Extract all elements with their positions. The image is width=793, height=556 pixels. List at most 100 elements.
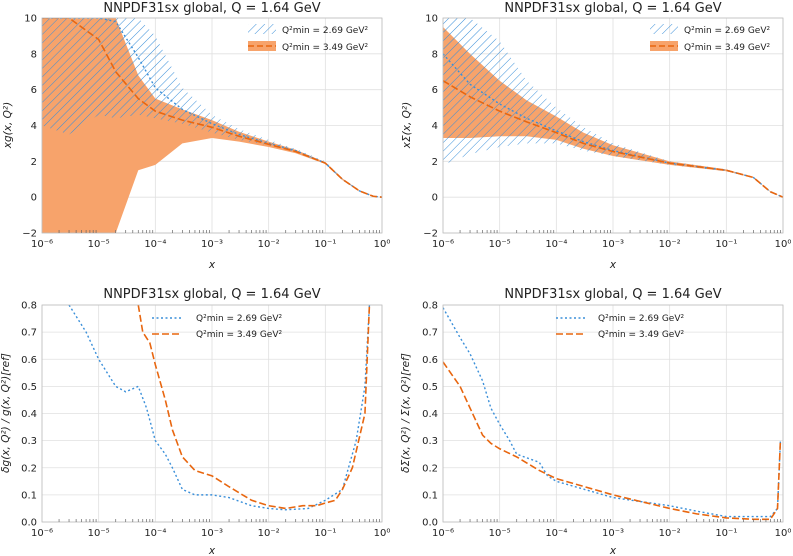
band-set1 bbox=[443, 18, 783, 198]
y-tick-label: 0.7 bbox=[21, 328, 37, 339]
y-tick-label: 0.3 bbox=[21, 436, 37, 447]
x-tick-label: 10⁻⁵ bbox=[489, 528, 511, 539]
x-axis-label: x bbox=[609, 259, 617, 271]
y-tick-label: 0.2 bbox=[21, 463, 37, 474]
legend-label-set2: Q²min = 3.49 GeV² bbox=[598, 330, 684, 340]
x-tick-label: 10⁻³ bbox=[602, 528, 624, 539]
y-tick-label: 6 bbox=[31, 85, 37, 96]
y-tick-label: 0.6 bbox=[21, 355, 37, 366]
central-line-set2 bbox=[443, 80, 783, 198]
x-tick-label: 10⁻¹ bbox=[715, 528, 737, 539]
x-tick-label: 10⁻³ bbox=[602, 239, 624, 250]
y-tick-label: 0.6 bbox=[422, 355, 438, 366]
y-tick-label: 0.8 bbox=[21, 301, 37, 312]
x-tick-label: 10⁻⁶ bbox=[31, 239, 53, 250]
x-tick-label: 10⁻⁴ bbox=[144, 239, 166, 250]
y-tick-label: 0.3 bbox=[422, 436, 438, 447]
y-axis-label: δg(x, Q²) / g(x, Q²)[ref] bbox=[0, 353, 12, 473]
singlet-pdf-panel: NNPDF31sx global, Q = 1.64 GeV 10⁻⁶ 10⁻⁵ 1… bbox=[401, 1, 791, 271]
x-tick-label: 10⁻⁵ bbox=[88, 239, 110, 250]
y-tick-label: 8 bbox=[432, 49, 438, 60]
series-line-set2 bbox=[137, 305, 371, 510]
x-tick-label: 10⁰ bbox=[374, 528, 391, 539]
x-tick-label: 10⁻³ bbox=[201, 528, 223, 539]
x-tick-label: 10⁰ bbox=[775, 528, 792, 539]
y-tick-label: 0.0 bbox=[422, 518, 438, 529]
plot-frame bbox=[41, 17, 383, 234]
y-tick-label: 0 bbox=[31, 193, 37, 204]
x-tick-label: 10⁻⁴ bbox=[545, 239, 567, 250]
y-tick-label: 0.0 bbox=[21, 518, 37, 529]
x-tick-label: 10⁰ bbox=[775, 239, 792, 250]
legend: Q²min = 2.69 GeV² Q²min = 3.49 GeV² bbox=[650, 24, 770, 53]
y-axis-label: xg(x, Q²) bbox=[2, 102, 14, 149]
y-tick-label: 2 bbox=[31, 157, 37, 168]
legend-label-set1: Q²min = 2.69 GeV² bbox=[196, 314, 282, 324]
y-tick-label: 8 bbox=[31, 49, 37, 60]
legend-label-set1: Q²min = 2.69 GeV² bbox=[684, 26, 770, 36]
y-tick-label: 0.1 bbox=[21, 490, 37, 501]
x-tick-label: 10⁻² bbox=[659, 239, 681, 250]
x-tick-label: 10⁻⁶ bbox=[31, 528, 53, 539]
plot-frame bbox=[41, 304, 383, 523]
legend: Q²min = 2.69 GeV² Q²min = 3.49 GeV² bbox=[152, 314, 282, 340]
y-tick-label: 2 bbox=[432, 157, 438, 168]
y-tick-label: 0.1 bbox=[422, 490, 438, 501]
legend: Q²min = 2.69 GeV² Q²min = 3.49 GeV² bbox=[556, 314, 684, 340]
singlet-pdf-title: NNPDF31sx global, Q = 1.64 GeV bbox=[504, 1, 721, 16]
y-tick-label: 10 bbox=[24, 14, 37, 25]
legend: Q²min = 2.69 GeV² Q²min = 3.49 GeV² bbox=[248, 24, 368, 53]
y-tick-label: 0.2 bbox=[422, 463, 438, 474]
x-axis-label: x bbox=[208, 259, 216, 271]
y-axis-label: δΣ(x, Q²) / Σ(x, Q²)[ref] bbox=[400, 353, 412, 473]
y-tick-label: 4 bbox=[31, 121, 37, 132]
series-line-set2 bbox=[443, 361, 782, 521]
x-tick-label: 10⁰ bbox=[374, 239, 391, 250]
y-tick-label: 0.5 bbox=[21, 382, 37, 393]
x-axis-label: x bbox=[609, 545, 617, 556]
x-tick-label: 10⁻⁴ bbox=[144, 528, 166, 539]
singlet-rel-unc-panel: NNPDF31sx global, Q = 1.64 GeV 10⁻⁶ 10⁻⁵ 1… bbox=[400, 287, 791, 556]
legend-label-set2: Q²min = 3.49 GeV² bbox=[196, 330, 282, 340]
y-axis-label: xΣ(x, Q²) bbox=[401, 102, 413, 149]
y-tick-label: 0.8 bbox=[422, 301, 438, 312]
legend-swatch-set1 bbox=[248, 24, 276, 34]
central-line-set2 bbox=[42, 18, 382, 198]
plot-frame bbox=[442, 17, 784, 234]
y-tick-label: 0.4 bbox=[422, 409, 438, 420]
legend-label-set2: Q²min = 3.49 GeV² bbox=[282, 43, 368, 53]
y-tick-label: 0.5 bbox=[422, 382, 438, 393]
legend-swatch-set1 bbox=[650, 24, 678, 34]
y-tick-label: 0.4 bbox=[21, 409, 37, 420]
x-tick-label: 10⁻⁶ bbox=[432, 239, 454, 250]
x-tick-label: 10⁻¹ bbox=[715, 239, 737, 250]
gluon-rel-unc-title: NNPDF31sx global, Q = 1.64 GeV bbox=[103, 287, 320, 302]
y-tick-label: 10 bbox=[425, 14, 438, 25]
x-tick-label: 10⁻⁵ bbox=[489, 239, 511, 250]
x-tick-label: 10⁻¹ bbox=[314, 528, 336, 539]
x-tick-label: 10⁻³ bbox=[201, 239, 223, 250]
plot-frame bbox=[442, 304, 784, 523]
x-tick-label: 10⁻⁶ bbox=[432, 528, 454, 539]
y-tick-label: 0.7 bbox=[422, 328, 438, 339]
gluon-rel-unc-panel: NNPDF31sx global, Q = 1.64 GeV 10⁻⁶ 10⁻⁵ 1… bbox=[0, 287, 390, 556]
y-tick-label: 4 bbox=[432, 121, 438, 132]
series-line-set1 bbox=[443, 307, 782, 518]
gluon-pdf-title: NNPDF31sx global, Q = 1.64 GeV bbox=[103, 1, 320, 16]
x-tick-label: 10⁻¹ bbox=[314, 239, 336, 250]
x-tick-label: 10⁻² bbox=[258, 239, 280, 250]
gluon-pdf-panel: NNPDF31sx global, Q = 1.64 GeV 10⁻⁶ 10⁻⁵ 1… bbox=[2, 1, 390, 271]
singlet-rel-unc-title: NNPDF31sx global, Q = 1.64 GeV bbox=[504, 287, 721, 302]
y-tick-label: −2 bbox=[22, 229, 37, 240]
legend-label-set2: Q²min = 3.49 GeV² bbox=[684, 43, 770, 53]
legend-label-set1: Q²min = 2.69 GeV² bbox=[598, 314, 684, 324]
x-tick-label: 10⁻⁴ bbox=[545, 528, 567, 539]
y-tick-label: 0 bbox=[432, 193, 438, 204]
x-tick-label: 10⁻² bbox=[258, 528, 280, 539]
x-tick-label: 10⁻² bbox=[659, 528, 681, 539]
y-tick-label: 6 bbox=[432, 85, 438, 96]
legend-label-set1: Q²min = 2.69 GeV² bbox=[282, 26, 368, 36]
x-axis-label: x bbox=[208, 545, 216, 556]
y-tick-label: −2 bbox=[423, 229, 438, 240]
